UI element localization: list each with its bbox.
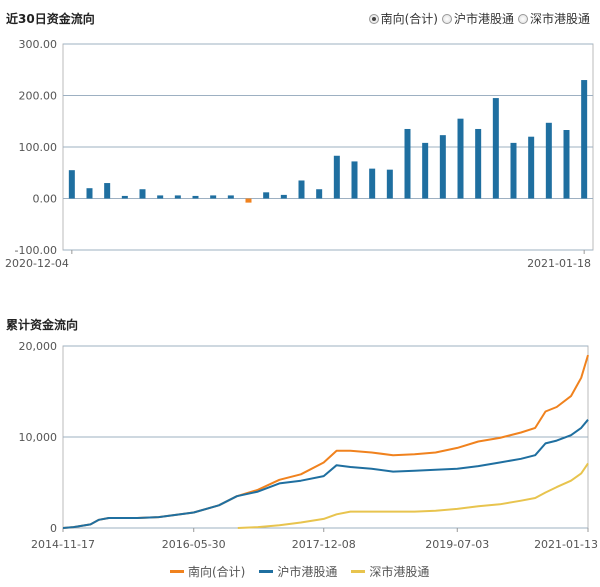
- bar: [227, 195, 234, 199]
- market-radio-group: 南向(合计) 沪市港股通 深市港股通: [368, 10, 590, 27]
- radio-southbound-total[interactable]: 南向(合计): [368, 10, 438, 27]
- chart-title-bottom: 累计资金流向: [6, 318, 79, 332]
- radio-label: 南向(合计): [380, 12, 438, 26]
- legend-item-shanghai[interactable]: 沪市港股通: [259, 563, 337, 580]
- bar: [492, 98, 499, 199]
- series-line: [237, 462, 589, 529]
- bar: [210, 195, 217, 199]
- bar: [475, 128, 482, 199]
- bar: [174, 195, 181, 199]
- y-tick-label: 10,000: [19, 431, 58, 444]
- radio-label: 沪市港股通: [453, 12, 514, 26]
- legend-label: 深市港股通: [369, 565, 430, 579]
- series-line: [62, 419, 589, 529]
- legend-item-southbound[interactable]: 南向(合计): [170, 563, 245, 580]
- chart-legend: 南向(合计) 沪市港股通 深市港股通: [170, 563, 429, 580]
- bar: [280, 194, 287, 199]
- bar: [86, 188, 93, 199]
- radio-shenzhen-connect[interactable]: 深市港股通: [517, 10, 590, 27]
- bar: [422, 142, 429, 199]
- x-tick-label: 2021-01-13: [534, 538, 598, 551]
- radio-checked-icon[interactable]: [368, 13, 379, 24]
- y-tick-label: 300.00: [19, 38, 58, 51]
- bar: [510, 142, 517, 199]
- bar: [439, 135, 446, 199]
- cumulative-flow-line-chart: 20,000 10,000 0 2014-11-17 2016-05-30 2017-12…: [19, 340, 599, 551]
- bar: [192, 195, 199, 199]
- legend-label: 南向(合计): [188, 565, 246, 579]
- bar: [386, 169, 393, 199]
- x-tick-label: 2016-05-30: [162, 538, 226, 551]
- bar: [68, 170, 75, 199]
- bar: [457, 118, 464, 199]
- bar: [104, 183, 111, 199]
- y-tick-label: 0: [50, 522, 57, 535]
- bar: [139, 189, 146, 199]
- bar: [298, 180, 305, 199]
- y-tick-label: 0.00: [33, 193, 58, 206]
- bar: [316, 189, 323, 199]
- bar: [121, 195, 128, 199]
- x-tick-label: 2021-01-18: [527, 257, 591, 270]
- x-tick-label: 2014-11-17: [31, 538, 95, 551]
- legend-item-shenzhen[interactable]: 深市港股通: [351, 563, 429, 580]
- bar: [263, 192, 270, 199]
- y-tick-label: -100.00: [15, 244, 57, 257]
- x-tick-label: 2019-07-03: [425, 538, 489, 551]
- bar: [333, 155, 340, 199]
- bar: [245, 198, 252, 203]
- bar: [157, 195, 164, 199]
- legend-label: 沪市港股通: [277, 565, 338, 579]
- bar: [581, 80, 588, 199]
- legend-swatch: [351, 570, 366, 573]
- y-tick-label: 200.00: [19, 90, 58, 103]
- bar: [545, 122, 552, 199]
- x-tick-label: 2020-12-04: [5, 257, 69, 270]
- legend-swatch: [259, 570, 274, 573]
- bar: [369, 168, 376, 199]
- x-tick-label: 2017-12-08: [292, 538, 356, 551]
- chart-title-top: 近30日资金流向: [6, 12, 95, 26]
- bar: [404, 128, 411, 199]
- radio-unchecked-icon[interactable]: [517, 13, 528, 24]
- radio-label: 深市港股通: [529, 12, 590, 26]
- bar: [563, 130, 570, 199]
- bar: [351, 161, 358, 199]
- radio-shanghai-connect[interactable]: 沪市港股通: [441, 10, 514, 27]
- legend-swatch: [170, 570, 184, 573]
- radio-unchecked-icon[interactable]: [441, 13, 452, 24]
- y-tick-label: 100.00: [19, 141, 58, 154]
- y-tick-label: 20,000: [19, 340, 58, 353]
- bar: [528, 136, 535, 199]
